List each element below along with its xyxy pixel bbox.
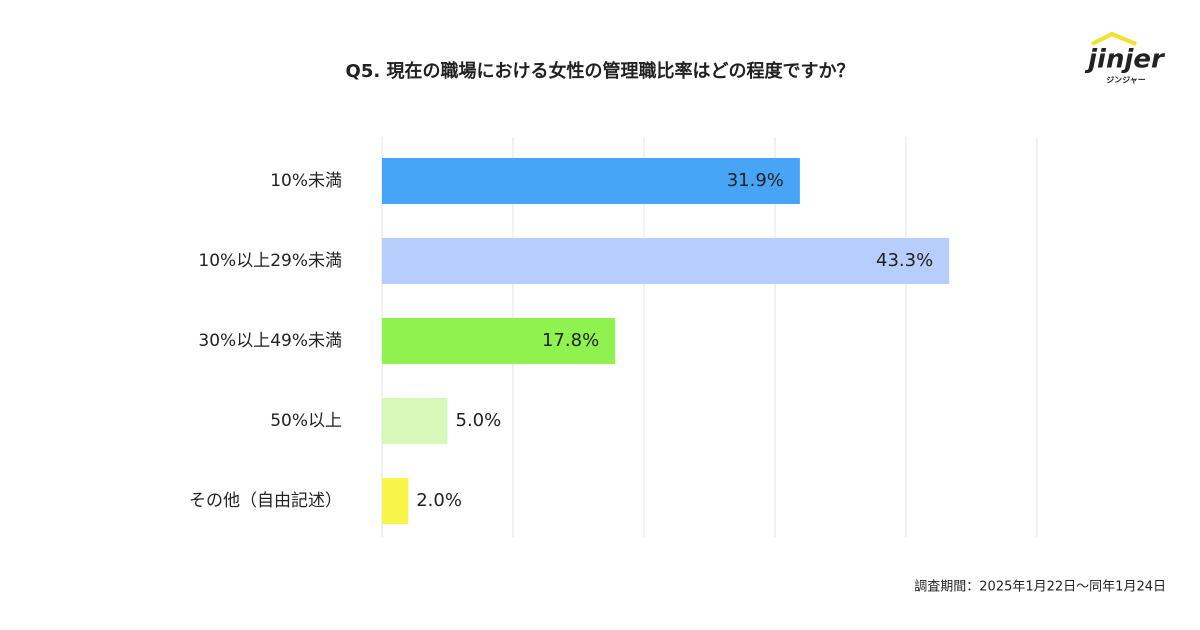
logo-subtitle: ジンジャー — [1106, 76, 1146, 85]
chart-title: Q5. 現在の職場における女性の管理職比率はどの程度ですか？ — [346, 60, 855, 82]
y-tick-label: その他（自由記述） — [189, 491, 342, 511]
y-tick-label: 30%以上49%未満 — [198, 331, 342, 351]
bar — [382, 238, 950, 284]
data-label: 43.3% — [876, 250, 933, 271]
data-label: 17.8% — [542, 330, 599, 351]
bar — [382, 318, 616, 364]
bar — [382, 478, 409, 524]
footnote: 調査期間：2025年1月22日～同年1月24日 — [914, 580, 1166, 595]
y-tick-label: 50%以上 — [270, 411, 342, 431]
data-label: 31.9% — [727, 170, 784, 191]
bar — [382, 398, 448, 444]
y-tick-label: 10%以上29%未満 — [198, 251, 342, 271]
y-tick-label: 10%未満 — [270, 171, 342, 191]
data-label: 2.0% — [416, 490, 462, 511]
data-label: 5.0% — [456, 410, 502, 431]
bar — [382, 158, 800, 204]
logo: jinjer — [1084, 45, 1166, 75]
logo-roof — [1091, 31, 1137, 46]
